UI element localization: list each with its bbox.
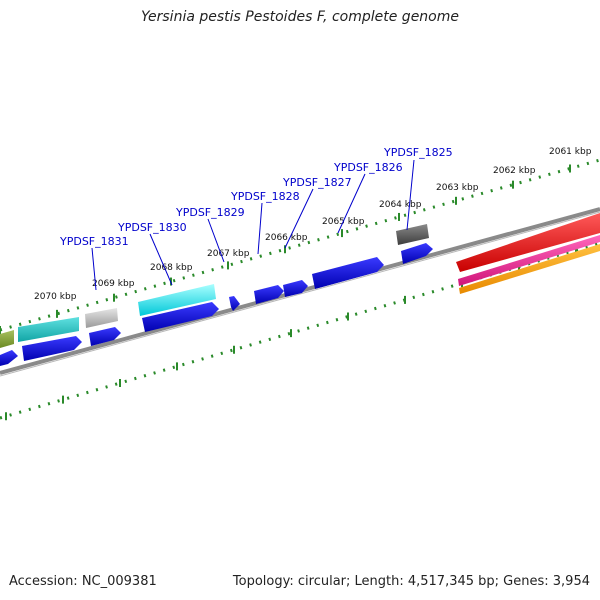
kbp-label: 2064 kbp <box>379 200 422 210</box>
gene-label[interactable]: YPDSF_1826 <box>333 161 403 174</box>
dark-grey-feature <box>396 224 429 245</box>
accession-text: Accession: NC_009381 <box>9 574 157 589</box>
forward-strand-features <box>0 213 600 348</box>
cds-feature <box>142 302 219 332</box>
gene-label[interactable]: YPDSF_1830 <box>117 221 187 234</box>
cds-feature <box>229 296 240 311</box>
leader-line <box>406 159 415 231</box>
genome-backbone-shadow <box>0 211 600 377</box>
leader-line <box>149 233 173 286</box>
leader-line <box>284 188 314 249</box>
kbp-label: 2061 kbp <box>549 147 592 157</box>
map-title: Yersinia pestis Pestoides F, complete ge… <box>141 9 459 25</box>
teal-feature <box>18 317 79 342</box>
olive-feature <box>0 330 14 348</box>
kbp-label: 2066 kbp <box>265 233 308 243</box>
kbp-label: 2063 kbp <box>436 183 479 193</box>
gene-label[interactable]: YPDSF_1828 <box>230 190 300 203</box>
kbp-label: 2069 kbp <box>92 279 135 289</box>
cds-feature <box>401 243 433 264</box>
cds-feature <box>312 257 384 289</box>
gene-label[interactable]: YPDSF_1829 <box>175 206 245 219</box>
cds-feature <box>89 327 121 346</box>
gene-label[interactable]: YPDSF_1831 <box>59 235 129 248</box>
kbp-label: 2062 kbp <box>493 166 536 176</box>
grey-feature <box>85 308 118 328</box>
leader-line <box>91 247 97 291</box>
cds-feature <box>283 280 308 297</box>
misc-feature <box>459 244 600 294</box>
gene-label[interactable]: YPDSF_1825 <box>383 146 453 159</box>
leader-line <box>257 202 263 255</box>
leader-line <box>337 173 366 234</box>
kbp-label: 2068 kbp <box>150 263 193 273</box>
outer-tick-track <box>0 158 600 332</box>
cds-features <box>0 243 433 366</box>
gene-labels: YPDSF_1831 YPDSF_1830 YPDSF_1829 YPDSF_1… <box>59 146 453 248</box>
gene-leader-lines <box>91 159 415 291</box>
kbp-label: 2067 kbp <box>207 249 250 259</box>
cds-feature <box>0 350 18 366</box>
genome-summary-text: Topology: circular; Length: 4,517,345 bp… <box>232 574 590 589</box>
rrna-feature <box>456 213 600 272</box>
kbp-label: 2070 kbp <box>34 292 77 302</box>
leader-line <box>207 218 225 263</box>
other-features <box>458 235 600 294</box>
gene-label[interactable]: YPDSF_1827 <box>282 176 352 189</box>
cyan-feature <box>138 284 216 316</box>
cds-feature <box>254 285 284 304</box>
trna-feature <box>458 235 600 286</box>
cds-feature <box>22 336 82 361</box>
